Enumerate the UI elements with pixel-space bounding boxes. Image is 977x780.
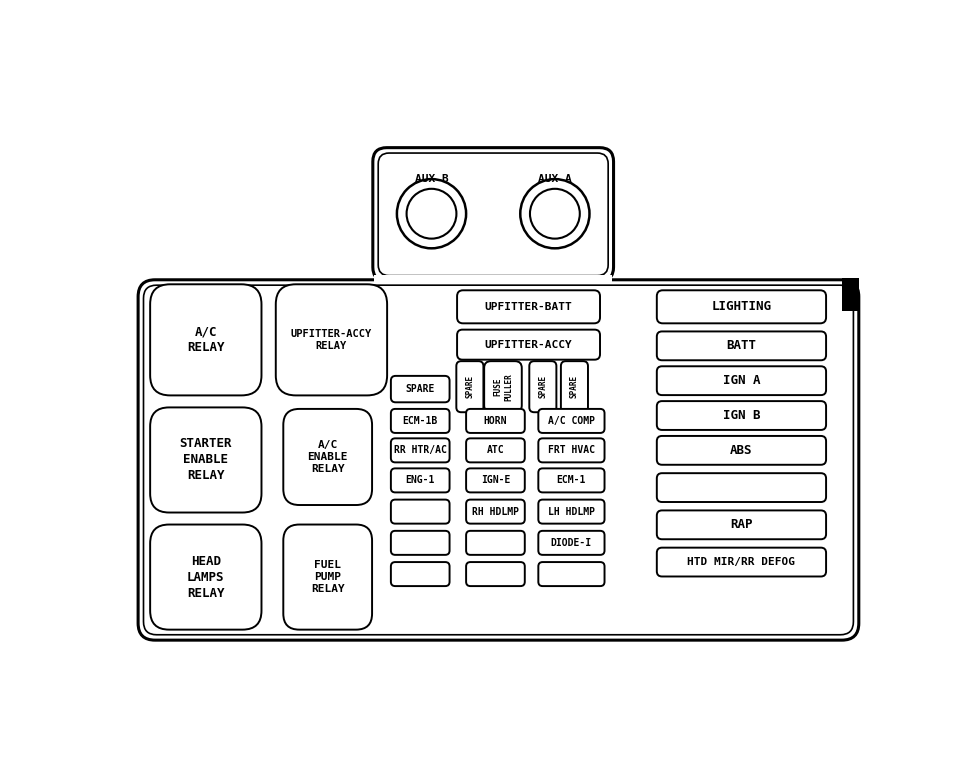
FancyBboxPatch shape [391,500,449,523]
FancyBboxPatch shape [657,436,827,465]
Text: AUX B: AUX B [414,175,448,185]
Text: HORN: HORN [484,416,507,426]
Text: FUSE
PULLER: FUSE PULLER [493,373,513,401]
FancyBboxPatch shape [391,468,449,492]
Text: SPARE: SPARE [570,375,579,399]
Text: UPFITTER-BATT: UPFITTER-BATT [485,302,573,312]
FancyBboxPatch shape [538,409,605,433]
Text: SPARE: SPARE [405,384,435,394]
FancyBboxPatch shape [150,407,262,512]
FancyBboxPatch shape [283,409,372,505]
FancyBboxPatch shape [391,562,449,586]
FancyBboxPatch shape [466,468,525,492]
Text: HEAD
LAMPS
RELAY: HEAD LAMPS RELAY [187,555,225,600]
Text: A/C
RELAY: A/C RELAY [187,325,225,354]
Text: ECM-1: ECM-1 [557,475,586,485]
FancyBboxPatch shape [657,367,827,395]
FancyBboxPatch shape [530,361,556,412]
FancyBboxPatch shape [538,468,605,492]
Circle shape [406,189,456,239]
FancyBboxPatch shape [538,531,605,555]
Text: ENG-1: ENG-1 [405,475,435,485]
FancyBboxPatch shape [466,438,525,463]
Circle shape [397,179,466,248]
FancyBboxPatch shape [373,147,614,281]
Text: RH HDLMP: RH HDLMP [472,507,519,516]
Text: RAP: RAP [730,519,752,531]
Text: FRT HVAC: FRT HVAC [548,445,595,456]
Text: ABS: ABS [730,444,752,457]
Text: STARTER
ENABLE
RELAY: STARTER ENABLE RELAY [180,438,233,483]
FancyBboxPatch shape [150,284,262,395]
Text: DIODE-I: DIODE-I [551,538,592,548]
Text: A/C COMP: A/C COMP [548,416,595,426]
FancyBboxPatch shape [842,278,859,311]
Text: IGN A: IGN A [723,374,760,387]
Text: LH HDLMP: LH HDLMP [548,507,595,516]
Text: HTD MIR/RR DEFOG: HTD MIR/RR DEFOG [688,557,795,567]
Text: IGN B: IGN B [723,409,760,422]
FancyBboxPatch shape [457,290,600,324]
FancyBboxPatch shape [150,524,262,629]
FancyBboxPatch shape [391,438,449,463]
Text: IGN-E: IGN-E [481,475,510,485]
FancyBboxPatch shape [657,548,827,576]
FancyBboxPatch shape [391,376,449,402]
FancyBboxPatch shape [276,284,387,395]
FancyBboxPatch shape [138,280,859,640]
Circle shape [521,179,589,248]
FancyBboxPatch shape [391,409,449,433]
FancyBboxPatch shape [538,500,605,523]
Text: A/C
ENABLE
RELAY: A/C ENABLE RELAY [308,440,348,474]
Circle shape [530,189,579,239]
FancyBboxPatch shape [391,531,449,555]
Text: FUEL
PUMP
RELAY: FUEL PUMP RELAY [311,560,345,594]
Text: UPFITTER-ACCY
RELAY: UPFITTER-ACCY RELAY [291,328,372,351]
FancyBboxPatch shape [538,562,605,586]
FancyBboxPatch shape [485,361,522,412]
FancyBboxPatch shape [657,401,827,430]
FancyBboxPatch shape [538,438,605,463]
Text: BATT: BATT [727,339,756,353]
FancyBboxPatch shape [456,361,484,412]
Text: LIGHTING: LIGHTING [711,300,772,314]
Text: RR HTR/AC: RR HTR/AC [394,445,446,456]
FancyBboxPatch shape [466,531,525,555]
FancyBboxPatch shape [657,510,827,539]
FancyBboxPatch shape [466,500,525,523]
FancyBboxPatch shape [466,562,525,586]
Text: SPARE: SPARE [538,375,547,399]
FancyBboxPatch shape [466,409,525,433]
FancyBboxPatch shape [657,332,827,360]
Text: AUX A: AUX A [538,175,572,185]
Text: ECM-1B: ECM-1B [403,416,438,426]
FancyBboxPatch shape [457,330,600,360]
Text: ATC: ATC [487,445,504,456]
FancyBboxPatch shape [657,473,827,502]
FancyBboxPatch shape [561,361,588,412]
Text: UPFITTER-ACCY: UPFITTER-ACCY [485,339,573,349]
FancyBboxPatch shape [657,290,827,324]
FancyBboxPatch shape [283,524,372,629]
Text: SPARE: SPARE [465,375,475,399]
